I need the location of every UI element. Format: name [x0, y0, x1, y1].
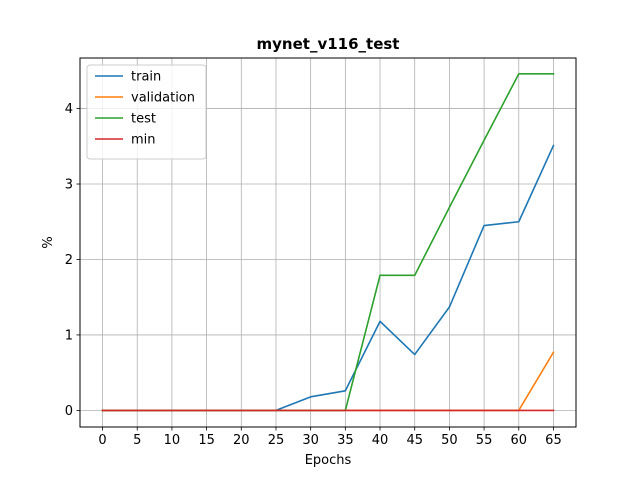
x-tick-label: 45	[406, 433, 423, 448]
legend: train validation test min	[86, 64, 207, 160]
x-tick-label: 0	[98, 433, 106, 448]
y-tick-label: 3	[65, 178, 73, 193]
plot-frame	[79, 57, 577, 428]
legend-box	[86, 64, 207, 160]
series-lines	[101, 73, 555, 412]
x-tick-label: 25	[268, 433, 285, 448]
y-tick-label: 1	[65, 328, 73, 343]
legend-label-test: test	[131, 112, 156, 127]
x-tick-label: 35	[337, 433, 354, 448]
x-axis-label: Epochs	[305, 453, 352, 468]
x-tick-label: 30	[302, 433, 319, 448]
x-tick-label: 20	[233, 433, 250, 448]
legend-label-train: train	[131, 70, 161, 85]
chart-title: mynet_v116_test	[257, 35, 400, 53]
y-tick-label: 0	[65, 404, 73, 419]
x-tick-label: 55	[476, 433, 493, 448]
x-tick-label: 10	[164, 433, 181, 448]
legend-label-min: min	[131, 133, 156, 148]
x-tick-label: 50	[441, 433, 458, 448]
y-axis-label: %	[41, 236, 56, 248]
axis-ticks: 0 5 10 15 20 25 30 35 40 45 50 55 60 65 0 1 2 3 4	[65, 102, 562, 448]
y-tick-label: 4	[65, 102, 73, 117]
x-tick-label: 60	[510, 433, 527, 448]
x-tick-label: 40	[372, 433, 389, 448]
x-tick-label: 15	[198, 433, 215, 448]
y-tick-label: 2	[65, 253, 73, 268]
x-tick-label: 65	[545, 433, 562, 448]
legend-label-validation: validation	[131, 91, 195, 106]
x-tick-label: 5	[133, 433, 141, 448]
